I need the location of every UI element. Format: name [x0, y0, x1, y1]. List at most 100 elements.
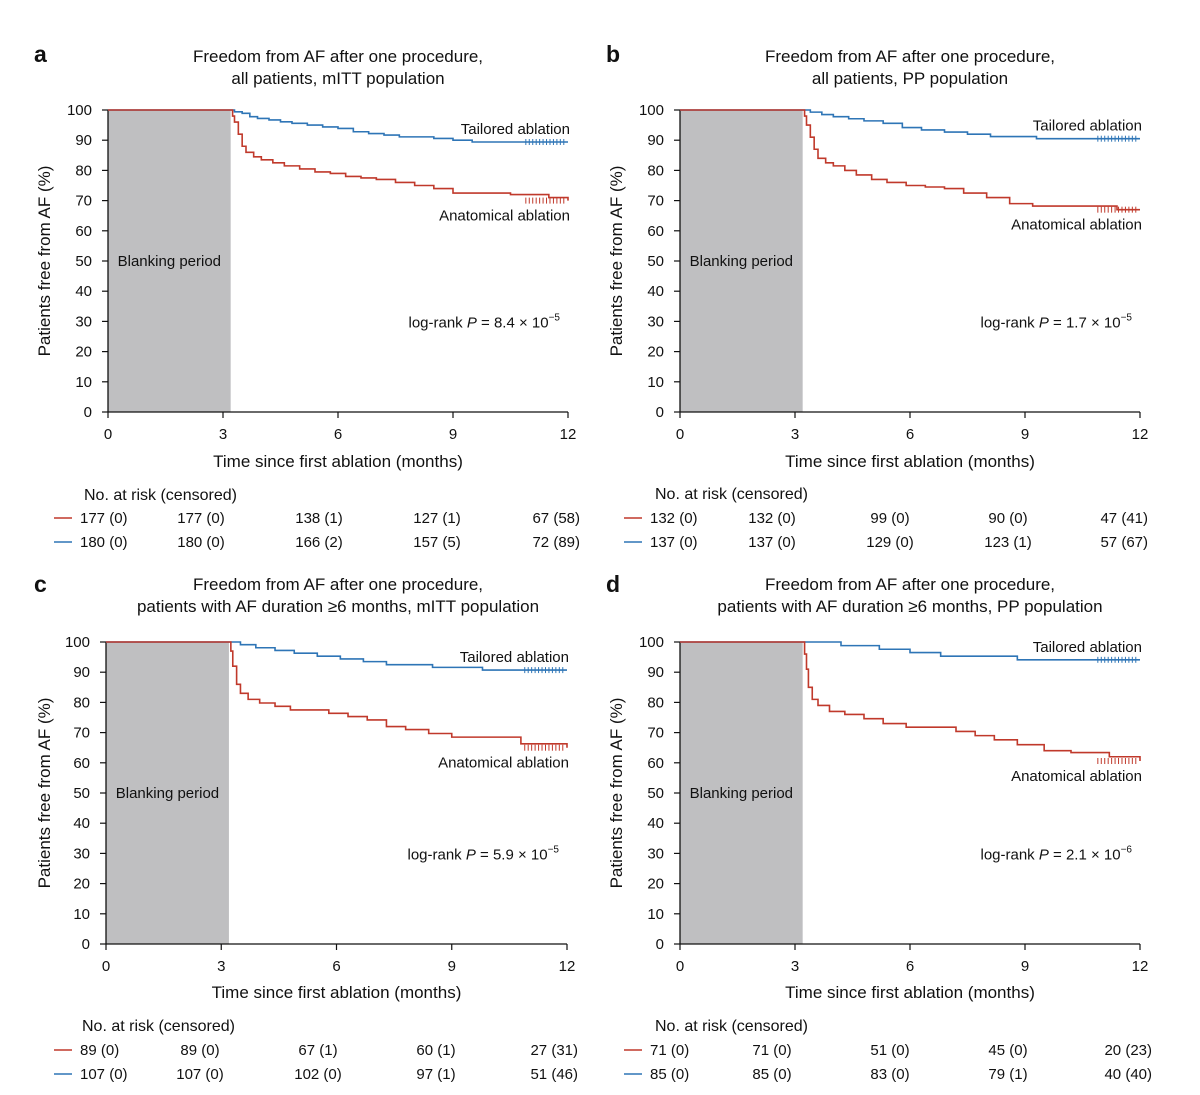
y-tick-label: 50	[647, 785, 664, 802]
pvalue-eq: = 8.4 × 10	[477, 314, 549, 331]
x-tick-label: 6	[334, 426, 342, 443]
pvalue-p: P	[1039, 846, 1049, 863]
x-tick-label: 0	[676, 426, 684, 443]
y-tick-label: 40	[75, 283, 92, 300]
y-tick-label: 20	[647, 344, 664, 361]
risk-cell: 123 (1)	[984, 534, 1032, 551]
panel-d: d Freedom from AF after one procedure, pat…	[606, 571, 1152, 1083]
y-axis-label: Patients free from AF (%)	[607, 698, 626, 889]
anatomical-ablation-curve	[680, 641, 1141, 761]
y-tick-label: 80	[73, 694, 90, 711]
risk-cell: 27 (31)	[530, 1042, 578, 1059]
x-tick-label: 6	[332, 958, 340, 975]
panel-letter: b	[606, 41, 620, 67]
pvalue-exponent: −5	[549, 312, 561, 323]
pvalue-p: P	[1039, 314, 1049, 331]
blanking-period-area	[108, 110, 231, 412]
anatomical-ablation-curve	[106, 641, 568, 748]
tailored-ablation-curve	[106, 641, 567, 671]
risk-cell: 137 (0)	[748, 534, 796, 551]
panel-letter: d	[606, 571, 620, 597]
tailored-ablation-curve	[680, 641, 1140, 661]
pvalue-p: P	[467, 314, 477, 331]
logrank-pvalue: log-rank P = 1.7 × 10−5	[980, 312, 1132, 331]
chart-title-line: all patients, mITT population	[231, 69, 444, 88]
y-tick-label: 20	[75, 344, 92, 361]
tailored-ablation-label: Tailored ablation	[461, 121, 570, 138]
anatomical-ablation-curve	[680, 109, 1140, 211]
risk-cell: 177 (0)	[80, 510, 128, 527]
risk-cell: 180 (0)	[80, 534, 128, 551]
pvalue-prefix: log-rank	[408, 314, 466, 331]
x-axis-label: Time since first ablation (months)	[785, 452, 1035, 471]
pvalue-prefix: log-rank	[980, 846, 1038, 863]
tailored-ablation-label: Tailored ablation	[460, 649, 569, 666]
risk-cell: 90 (0)	[988, 510, 1027, 527]
x-axis-label: Time since first ablation (months)	[212, 983, 462, 1002]
risk-table-header: No. at risk (censored)	[655, 1018, 808, 1035]
x-tick-label: 12	[559, 958, 576, 975]
y-tick-label: 20	[647, 876, 664, 893]
pvalue-p: P	[466, 846, 476, 863]
risk-cell: 57 (67)	[1100, 534, 1148, 551]
x-tick-label: 12	[1132, 426, 1149, 443]
blanking-period-label: Blanking period	[690, 253, 793, 270]
y-tick-label: 100	[67, 102, 92, 119]
y-tick-label: 100	[65, 634, 90, 651]
risk-cell: 138 (1)	[295, 510, 343, 527]
logrank-pvalue: log-rank P = 2.1 × 10−6	[980, 844, 1132, 863]
risk-cell: 132 (0)	[650, 510, 698, 527]
y-tick-label: 0	[656, 404, 664, 421]
risk-table-header: No. at risk (censored)	[82, 1018, 235, 1035]
x-tick-label: 9	[1021, 958, 1029, 975]
risk-cell: 20 (23)	[1104, 1042, 1152, 1059]
pvalue-eq: = 2.1 × 10	[1049, 846, 1121, 863]
risk-cell: 67 (1)	[298, 1042, 337, 1059]
anatomical-ablation-curve	[108, 109, 569, 201]
tailored-ablation-label: Tailored ablation	[1033, 639, 1142, 656]
chart-title-line: Freedom from AF after one procedure,	[193, 575, 483, 594]
x-tick-label: 6	[906, 426, 914, 443]
risk-cell: 107 (0)	[80, 1066, 128, 1083]
logrank-pvalue: log-rank P = 8.4 × 10−5	[408, 312, 560, 331]
x-tick-label: 9	[1021, 426, 1029, 443]
y-axis-label: Patients free from AF (%)	[607, 166, 626, 357]
y-tick-label: 20	[73, 876, 90, 893]
y-tick-label: 70	[73, 725, 90, 742]
anatomical-ablation-label: Anatomical ablation	[1011, 768, 1142, 785]
risk-cell: 177 (0)	[177, 510, 225, 527]
y-tick-label: 90	[73, 664, 90, 681]
risk-cell: 99 (0)	[870, 510, 909, 527]
x-tick-label: 6	[906, 958, 914, 975]
y-tick-label: 60	[73, 755, 90, 772]
pvalue-prefix: log-rank	[407, 846, 465, 863]
y-tick-label: 50	[647, 253, 664, 270]
x-axis-label: Time since first ablation (months)	[213, 452, 463, 471]
tailored-ablation-curve	[680, 109, 1140, 140]
y-tick-label: 90	[647, 132, 664, 149]
pvalue-eq: = 5.9 × 10	[476, 846, 548, 863]
risk-cell: 157 (5)	[413, 534, 461, 551]
x-tick-label: 0	[104, 426, 112, 443]
pvalue-exponent: −6	[1121, 844, 1133, 855]
risk-cell: 51 (46)	[530, 1066, 578, 1083]
y-tick-label: 0	[82, 936, 90, 953]
y-tick-label: 30	[647, 845, 664, 862]
risk-cell: 45 (0)	[988, 1042, 1027, 1059]
panel-c: c Freedom from AF after one procedure, pat…	[34, 571, 578, 1083]
x-tick-label: 3	[791, 958, 799, 975]
risk-cell: 132 (0)	[748, 510, 796, 527]
pvalue-prefix: log-rank	[980, 314, 1038, 331]
y-tick-label: 50	[73, 785, 90, 802]
y-tick-label: 80	[647, 162, 664, 179]
panel-letter: c	[34, 571, 47, 597]
x-tick-label: 3	[791, 426, 799, 443]
risk-cell: 89 (0)	[180, 1042, 219, 1059]
risk-cell: 47 (41)	[1100, 510, 1148, 527]
blanking-period-area	[680, 642, 803, 944]
y-tick-label: 10	[647, 906, 664, 923]
y-tick-label: 60	[647, 755, 664, 772]
chart-title-line: all patients, PP population	[812, 69, 1008, 88]
risk-cell: 107 (0)	[176, 1066, 224, 1083]
y-tick-label: 100	[639, 634, 664, 651]
